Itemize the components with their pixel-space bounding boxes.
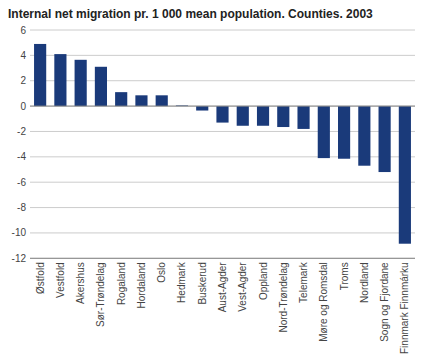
bar: [399, 106, 411, 244]
bar: [257, 106, 269, 126]
bar: [54, 54, 66, 106]
grid-line: [30, 182, 415, 183]
bar: [237, 106, 249, 126]
bar: [75, 60, 87, 106]
chart: Internal net migration pr. 1 000 mean po…: [0, 0, 425, 362]
x-tick-label: Vest-Agder: [237, 262, 248, 312]
bar: [358, 106, 370, 166]
y-tick-label: -12: [12, 253, 27, 264]
bar: [318, 106, 330, 158]
grid-line: [30, 258, 415, 259]
zero-line: [30, 106, 415, 107]
x-tick-label: Rogaland: [116, 262, 127, 305]
grid-line: [30, 30, 415, 31]
bar: [196, 106, 208, 110]
x-tick-label: Vestfold: [55, 262, 66, 298]
x-tick-label: Buskerud: [197, 262, 208, 304]
bar: [95, 67, 107, 106]
x-tick-label: Sør-Trøndelag: [95, 262, 106, 327]
grid-line: [30, 106, 415, 107]
bar: [277, 106, 289, 127]
x-tick-label: Oppland: [258, 262, 269, 300]
grid-line: [30, 55, 415, 56]
grid-line: [30, 131, 415, 132]
grid-line: [30, 232, 415, 233]
grid: [30, 30, 415, 258]
y-tick-label: -4: [17, 151, 26, 162]
x-tick-label: Sogn og Fjordane: [379, 262, 390, 342]
bar: [34, 44, 46, 106]
y-tick-label: -2: [17, 126, 26, 137]
y-tick-label: 6: [20, 25, 26, 36]
x-tick-label: Aust-Agder: [217, 262, 228, 313]
bar: [115, 92, 127, 106]
bars: [34, 44, 411, 244]
y-tick-label: 0: [20, 101, 26, 112]
x-tick-label: Østfold: [35, 262, 46, 294]
x-axis-line: [30, 258, 415, 259]
x-tick-label: Hedmark: [176, 261, 187, 303]
x-tick-label: Troms: [339, 262, 350, 290]
y-tick-label: -10: [12, 227, 27, 238]
bar: [135, 95, 147, 106]
bar: [156, 95, 168, 106]
x-tick-label: Telemark: [298, 261, 309, 303]
y-tick-label: -8: [17, 202, 26, 213]
x-tick-label: Akershus: [75, 262, 86, 304]
grid-line: [30, 156, 415, 157]
x-tick-label: Nordland: [359, 262, 370, 303]
bar: [297, 106, 309, 129]
chart-container: Internal net migration pr. 1 000 mean po…: [0, 0, 425, 362]
x-tick-label: Oslo: [156, 262, 167, 283]
x-tick-label: Nord-Trøndelag: [278, 262, 289, 332]
x-tick-label: Hordaland: [136, 262, 147, 308]
bar: [379, 106, 391, 172]
bar: [216, 106, 228, 122]
x-tick-label: Finnmark Finnmárku: [399, 262, 410, 354]
title: Internal net migration pr. 1 000 mean po…: [8, 7, 373, 21]
y-tick-label: 4: [20, 50, 26, 61]
grid-line: [30, 80, 415, 81]
grid-line: [30, 207, 415, 208]
y-tick-label: -6: [17, 177, 26, 188]
x-tick-label: Møre og Romsdal: [318, 262, 329, 341]
y-tick-label: 2: [20, 75, 26, 86]
bar: [338, 106, 350, 159]
